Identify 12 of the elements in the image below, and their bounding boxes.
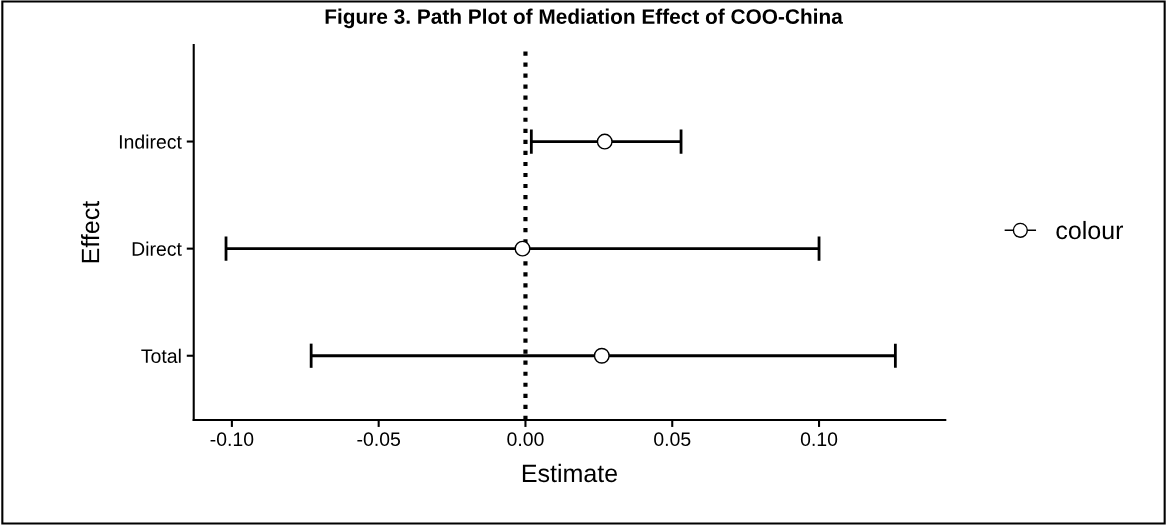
chart-title: Figure 3. Path Plot of Mediation Effect of COO-China	[325, 8, 843, 29]
x-axis-title: Estimate	[522, 463, 618, 483]
legend-label: colour	[1056, 220, 1124, 240]
y-tick-label: Direct	[132, 241, 182, 256]
x-tick-label: 0.10	[800, 432, 838, 447]
y-tick-label: Total	[141, 348, 181, 363]
y-tick-label: Indirect	[119, 134, 182, 149]
x-tick-label: 0.05	[654, 432, 691, 447]
x-tick-label: -0.10	[210, 432, 254, 447]
y-axis-title: Effect	[80, 201, 100, 263]
x-tick-label: 0.00	[507, 432, 544, 447]
x-tick-label: -0.05	[357, 432, 401, 447]
